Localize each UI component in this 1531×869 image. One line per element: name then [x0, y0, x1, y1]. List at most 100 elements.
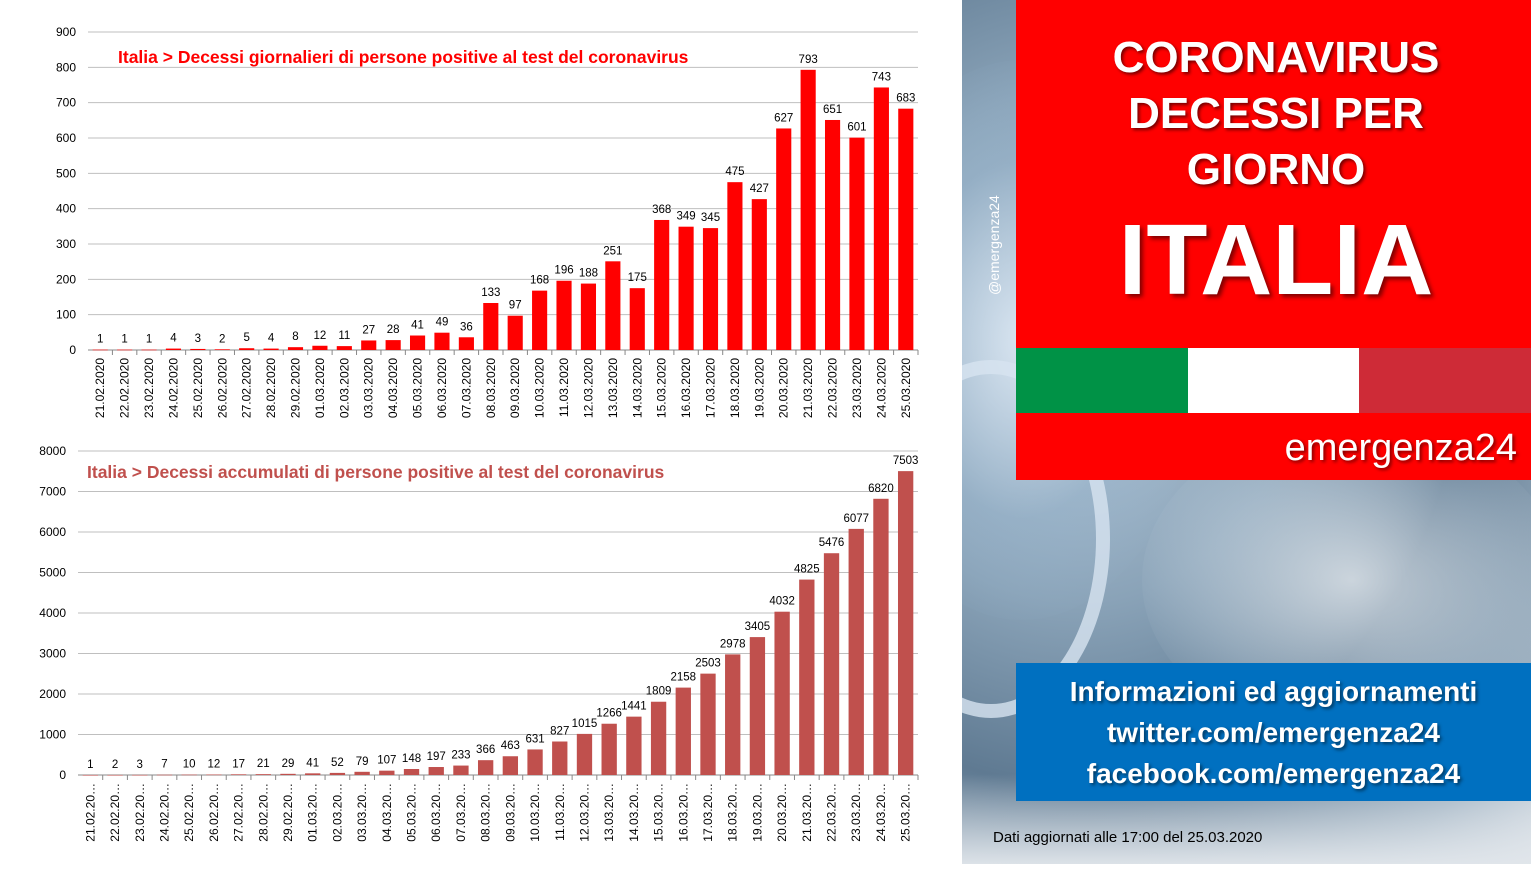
watermark: @emergenza24 [986, 195, 1002, 295]
daily-category-label: 26.02.2020 [215, 358, 229, 418]
cumulative-y-tick-label: 1000 [39, 728, 66, 742]
cumulative-bar [700, 673, 716, 775]
cumulative-value-label: 827 [550, 726, 569, 738]
daily-bar [776, 128, 792, 350]
info-twitter-link[interactable]: twitter.com/emergenza24 [1106, 717, 1441, 748]
daily-bar [214, 349, 230, 350]
daily-bar [580, 283, 597, 350]
cumulative-bar [255, 774, 271, 775]
charts-panel: 0 100 200 300 400 500 600 700 800 900 1 21.02.2020 1… [39, 25, 919, 842]
cumulative-category-label: 02.03.20… [330, 783, 344, 842]
cumulative-category-label: 14.03.20… [627, 783, 641, 842]
daily-category-label: 29.02.2020 [289, 358, 303, 418]
cumulative-category-label: 24.02.20… [157, 783, 171, 842]
cumulative-category-label: 12.03.20… [577, 783, 591, 842]
cumulative-bar [576, 733, 593, 775]
daily-category-label: 11.03.2020 [557, 358, 571, 417]
cumulative-category-label: 22.02.20… [108, 783, 122, 842]
daily-y-tick-label: 0 [69, 343, 76, 357]
daily-value-label: 3 [195, 333, 201, 345]
daily-bar [312, 345, 328, 350]
cumulative-y-tick-label: 2000 [39, 687, 66, 701]
cumulative-category-label: 26.02.20… [207, 783, 221, 842]
cumulative-bar [428, 767, 444, 775]
daily-y-tick-label: 400 [56, 202, 76, 216]
daily-category-label: 13.03.2020 [606, 358, 620, 418]
daily-bar [556, 280, 572, 350]
cumulative-category-label: 19.03.20… [750, 783, 764, 842]
cumulative-category-label: 10.03.20… [528, 783, 542, 842]
cumulative-y-tick-label: 4000 [39, 606, 66, 620]
cumulative-bar [502, 756, 519, 775]
cumulative-value-label: 41 [306, 757, 319, 769]
cumulative-category-label: 25.03.20… [899, 783, 913, 842]
cumulative-category-label: 23.02.20… [133, 783, 147, 842]
daily-category-label: 04.03.2020 [386, 358, 400, 418]
daily-value-label: 251 [603, 245, 622, 257]
cumulative-value-label: 17 [232, 758, 245, 770]
cumulative-category-label: 20.03.20… [775, 783, 789, 842]
daily-bar [629, 288, 645, 350]
cumulative-bar [774, 611, 790, 775]
daily-value-label: 168 [530, 275, 549, 287]
cumulative-bar [305, 773, 321, 775]
daily-bar [385, 340, 401, 350]
daily-value-label: 175 [628, 272, 647, 284]
header-title: CORONAVIRUS DECESSI PER GIORNO [1016, 30, 1531, 198]
daily-value-label: 4 [268, 333, 275, 345]
daily-value-label: 345 [701, 212, 720, 224]
daily-value-label: 11 [338, 330, 350, 342]
brand-name: emergenza24 [1284, 427, 1517, 469]
daily-category-label: 22.02.2020 [118, 358, 132, 418]
daily-category-label: 09.03.2020 [508, 358, 522, 418]
daily-value-label: 349 [676, 211, 695, 223]
flag-white-stripe [1187, 348, 1360, 413]
daily-category-label: 23.02.2020 [142, 358, 156, 418]
daily-category-label: 23.03.2020 [850, 358, 864, 418]
daily-category-label: 08.03.2020 [484, 358, 498, 418]
cumulative-category-label: 09.03.20… [503, 783, 517, 842]
daily-category-label: 06.03.2020 [435, 358, 449, 418]
cumulative-category-label: 22.03.20… [825, 783, 839, 842]
daily-value-label: 2 [219, 333, 225, 345]
daily-bar [898, 108, 914, 350]
cumulative-bar [329, 772, 346, 775]
cumulative-category-label: 17.03.20… [701, 783, 715, 842]
cumulative-value-label: 233 [451, 750, 470, 762]
daily-value-label: 1 [97, 334, 103, 346]
daily-value-label: 368 [652, 204, 671, 216]
cumulative-category-label: 28.02.20… [256, 783, 270, 842]
daily-value-label: 133 [481, 287, 500, 299]
cumulative-category-label: 11.03.20… [553, 783, 567, 841]
cumulative-category-label: 08.03.20… [479, 783, 493, 842]
daily-y-tick-label: 100 [56, 308, 76, 322]
cumulative-value-label: 3 [137, 759, 143, 771]
daily-category-label: 21.02.2020 [93, 358, 107, 418]
daily-chart-title: Italia > Decessi giornalieri di persone … [118, 47, 689, 67]
italian-flag [1016, 348, 1531, 413]
daily-value-label: 12 [314, 330, 327, 342]
daily-y-tick-label: 300 [56, 237, 76, 251]
daily-value-label: 36 [460, 321, 473, 333]
cumulative-y-tick-label: 3000 [39, 647, 66, 661]
cumulative-bar [477, 760, 494, 775]
cumulative-category-label: 01.03.20… [306, 783, 320, 842]
cumulative-value-label: 7503 [893, 455, 919, 467]
cumulative-bar [132, 774, 148, 776]
daily-value-label: 1 [146, 334, 152, 346]
cumulative-value-label: 148 [402, 753, 421, 765]
cumulative-bar [601, 723, 617, 775]
info-box: Informazioni ed aggiornamenti twitter.co… [1016, 663, 1531, 801]
cumulative-value-label: 12 [207, 759, 220, 771]
info-facebook-link[interactable]: facebook.com/emergenza24 [1086, 758, 1461, 789]
cumulative-bar [230, 774, 247, 775]
cumulative-value-label: 2 [112, 759, 118, 771]
cumulative-value-label: 1441 [621, 701, 647, 713]
daily-bar [458, 337, 474, 350]
cumulative-bar [379, 770, 395, 775]
cumulative-category-label: 13.03.20… [602, 783, 616, 842]
cumulative-value-label: 463 [501, 740, 520, 752]
daily-value-label: 475 [725, 166, 744, 178]
flag-red-stripe [1359, 348, 1531, 413]
daily-bar [434, 332, 450, 350]
